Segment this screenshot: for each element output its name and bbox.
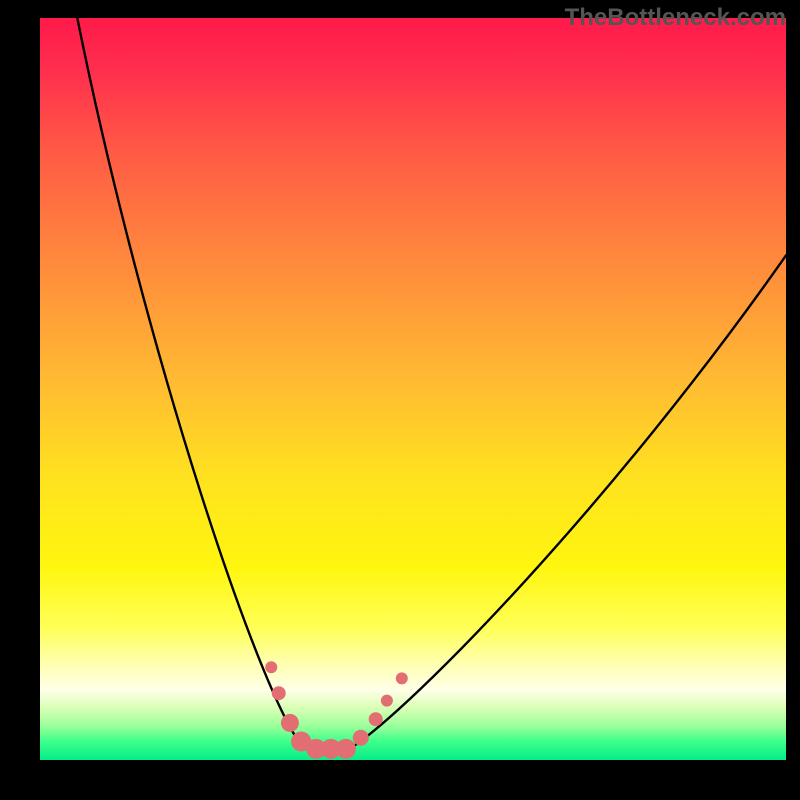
curve-marker: [381, 695, 393, 707]
curve-markers: [265, 661, 408, 759]
chart-curve-layer: [40, 18, 786, 760]
curve-marker: [369, 712, 383, 726]
bottleneck-curve: [77, 18, 786, 749]
curve-marker: [336, 739, 356, 759]
curve-marker: [272, 686, 286, 700]
chart-plot-area: [40, 18, 786, 760]
curve-marker: [265, 661, 277, 673]
watermark-text: TheBottleneck.com: [565, 4, 786, 32]
chart-outer-frame: [0, 0, 800, 800]
curve-marker: [396, 672, 408, 684]
curve-marker: [281, 714, 299, 732]
curve-marker: [353, 730, 369, 746]
